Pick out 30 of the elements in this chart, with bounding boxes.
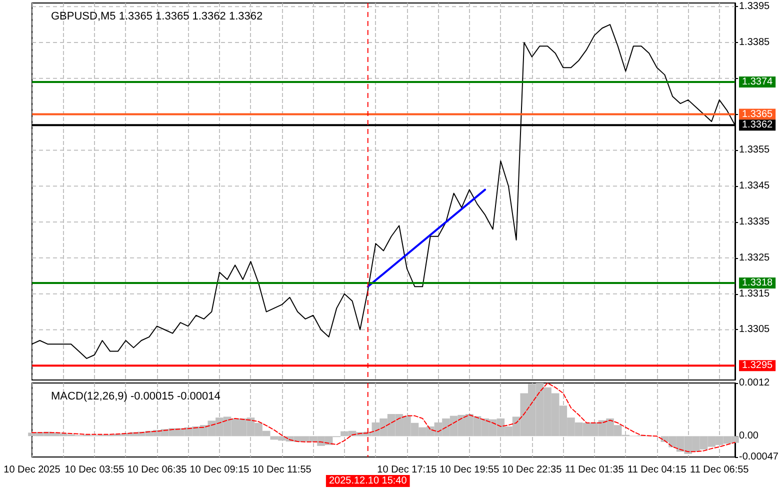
y-tick-label: 1.3315 [739, 288, 770, 300]
text: MACD(12,26,9) -0.00015 -0.00014 [51, 390, 220, 402]
y-tick-label: 0.0012 [739, 378, 770, 388]
y-tick-label: 1.3305 [739, 324, 770, 336]
x-tick-label: 10 Dec 19:55 [440, 464, 500, 476]
x-tick-label: 11 Dec 04:15 [628, 464, 687, 476]
y-tick-label: 0.00 [739, 430, 759, 442]
x-tick-label: 10 Dec 2025 [4, 464, 61, 476]
x-tick-label: 10 Dec 11:55 [252, 464, 312, 476]
x-tick-label: 10 Dec 09:15 [190, 464, 250, 476]
y-tick-label: 1.3385 [739, 36, 770, 48]
x-tick-label: 2025.12.10 15:40 [328, 476, 408, 486]
x-tick-label: 10 Dec 03:55 [64, 464, 125, 476]
ref-line-label: 1.3362 [742, 120, 774, 131]
text: GBPUSD,M5 1.3365 1.3365 1.3362 1.3362 [51, 10, 263, 22]
ref-line-label: 1.3365 [742, 108, 774, 120]
y-tick-label: 1.3395 [739, 1, 770, 12]
ref-line-label: 1.3295 [742, 360, 774, 372]
y-tick-label: 1.3325 [739, 252, 770, 264]
ref-line-label: 1.3374 [742, 76, 774, 88]
x-tick-label: 11 Dec 06:55 [690, 464, 750, 476]
y-tick-label: 1.3345 [739, 180, 770, 192]
ref-line-label: 1.3318 [742, 278, 774, 289]
x-tick-label: 10 Dec 22:35 [502, 464, 562, 476]
x-tick-label: 10 Dec 17:15 [377, 464, 438, 476]
x-tick-label: 10 Dec 06:35 [127, 464, 188, 476]
x-tick-label: 11 Dec 01:35 [565, 464, 624, 476]
y-tick-label: 1.3355 [739, 144, 770, 156]
y-tick-label: -0.00047 [739, 452, 779, 462]
y-tick-label: 1.3335 [739, 216, 770, 228]
